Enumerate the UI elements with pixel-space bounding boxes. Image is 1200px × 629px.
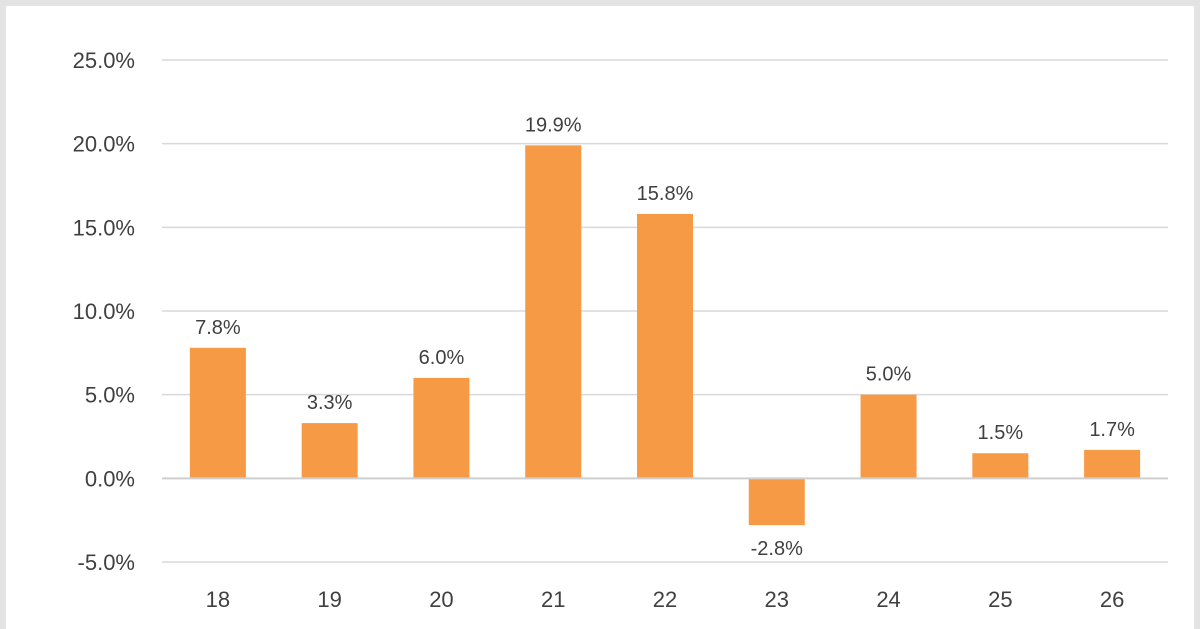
data-label: 15.8%	[637, 183, 694, 205]
bar-21	[525, 145, 582, 479]
bar-19	[301, 423, 358, 479]
x-tick-label: 19	[317, 587, 341, 612]
data-label: 7.8%	[195, 317, 241, 339]
y-tick-label: -5.0%	[78, 550, 135, 575]
y-axis-tick-labels: 25.0% 20.0% 15.0% 10.0% 5.0% 0.0% -5.0%	[73, 48, 135, 575]
x-tick-label: 18	[206, 587, 230, 612]
data-label: 5.0%	[866, 364, 912, 386]
data-label: 1.5%	[978, 422, 1024, 444]
x-tick-label: 23	[765, 587, 789, 612]
data-label: 19.9%	[525, 114, 582, 136]
bar-26	[1084, 449, 1141, 479]
data-labels: 7.8% 3.3% 6.0% 19.9% 15.8% -2.8% 5.0% 1.5% 1.7%	[195, 114, 1135, 560]
x-tick-label: 26	[1100, 587, 1124, 612]
bar-20	[413, 377, 470, 479]
bar-18	[189, 347, 246, 479]
data-label: 3.3%	[307, 392, 353, 414]
bar-22	[637, 213, 693, 479]
bars	[189, 145, 1141, 526]
x-tick-label: 24	[876, 587, 900, 612]
y-tick-label: 15.0%	[73, 215, 135, 240]
y-tick-label: 0.0%	[85, 466, 135, 491]
bar-24	[860, 394, 917, 479]
x-tick-label: 25	[988, 587, 1012, 612]
data-label: 6.0%	[419, 347, 465, 369]
x-tick-label: 20	[429, 587, 453, 612]
y-tick-label: 25.0%	[73, 48, 135, 73]
bar-23	[748, 478, 805, 526]
y-tick-label: 20.0%	[73, 132, 135, 157]
y-tick-label: 10.0%	[73, 299, 135, 324]
x-tick-label: 21	[541, 587, 565, 612]
x-tick-label: 22	[653, 587, 677, 612]
data-label: 1.7%	[1089, 419, 1135, 441]
data-label: -2.8%	[751, 538, 803, 560]
x-axis-tick-labels: 18 19 20 21 22 23 24 25 26	[206, 587, 1125, 612]
bar-25	[972, 453, 1029, 479]
y-tick-label: 5.0%	[85, 383, 135, 408]
